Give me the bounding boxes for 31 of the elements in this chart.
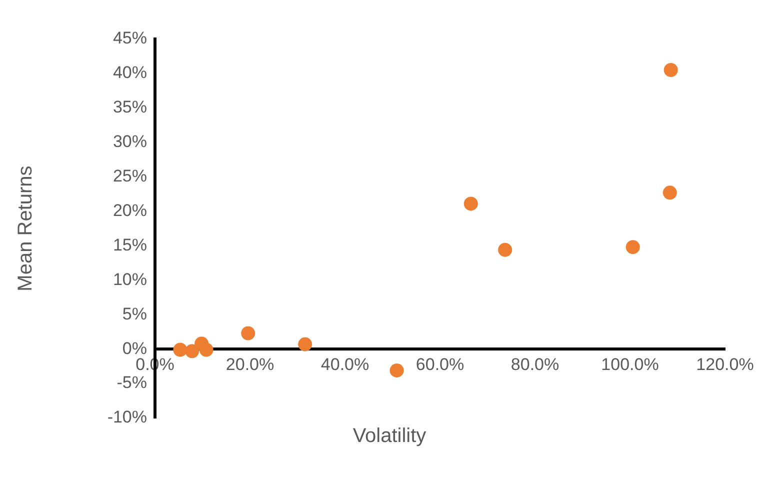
point [185,344,200,358]
x-tick-label: 20.0% [226,354,274,374]
point [199,342,214,357]
point [626,240,640,254]
point [498,242,512,257]
point [173,342,188,357]
point [664,63,678,78]
x-tick-label: 100.0% [601,354,659,374]
point [298,337,312,352]
point [464,196,478,211]
y-axis-title: Mean Returns [14,166,37,292]
y-tick-label: 40% [112,63,147,82]
point [241,326,256,340]
x-tick-label: 40.0% [320,354,370,374]
y-tick-label: 35% [112,98,147,117]
point [390,363,404,378]
x-axis-title: Volatility [352,425,428,448]
y-tick-label: -5% [116,373,147,392]
x-tick-label: 60.0% [416,354,464,374]
y-tick-label: 10% [112,270,147,289]
y-tick-label: -10% [107,408,147,427]
y-tick-label: 0% [122,338,147,358]
y-tick-label: 30% [112,132,147,152]
y-tick-label: 20% [112,200,147,220]
point [662,186,677,200]
y-tick-label: 15% [112,235,147,254]
y-tick-label: 25% [112,166,147,186]
x-tick-label: 120.0% [696,354,754,374]
y-tick-label: 5% [122,304,147,324]
x-tick-label: 80.0% [510,354,560,374]
y-tick-label: 45% [112,28,147,48]
